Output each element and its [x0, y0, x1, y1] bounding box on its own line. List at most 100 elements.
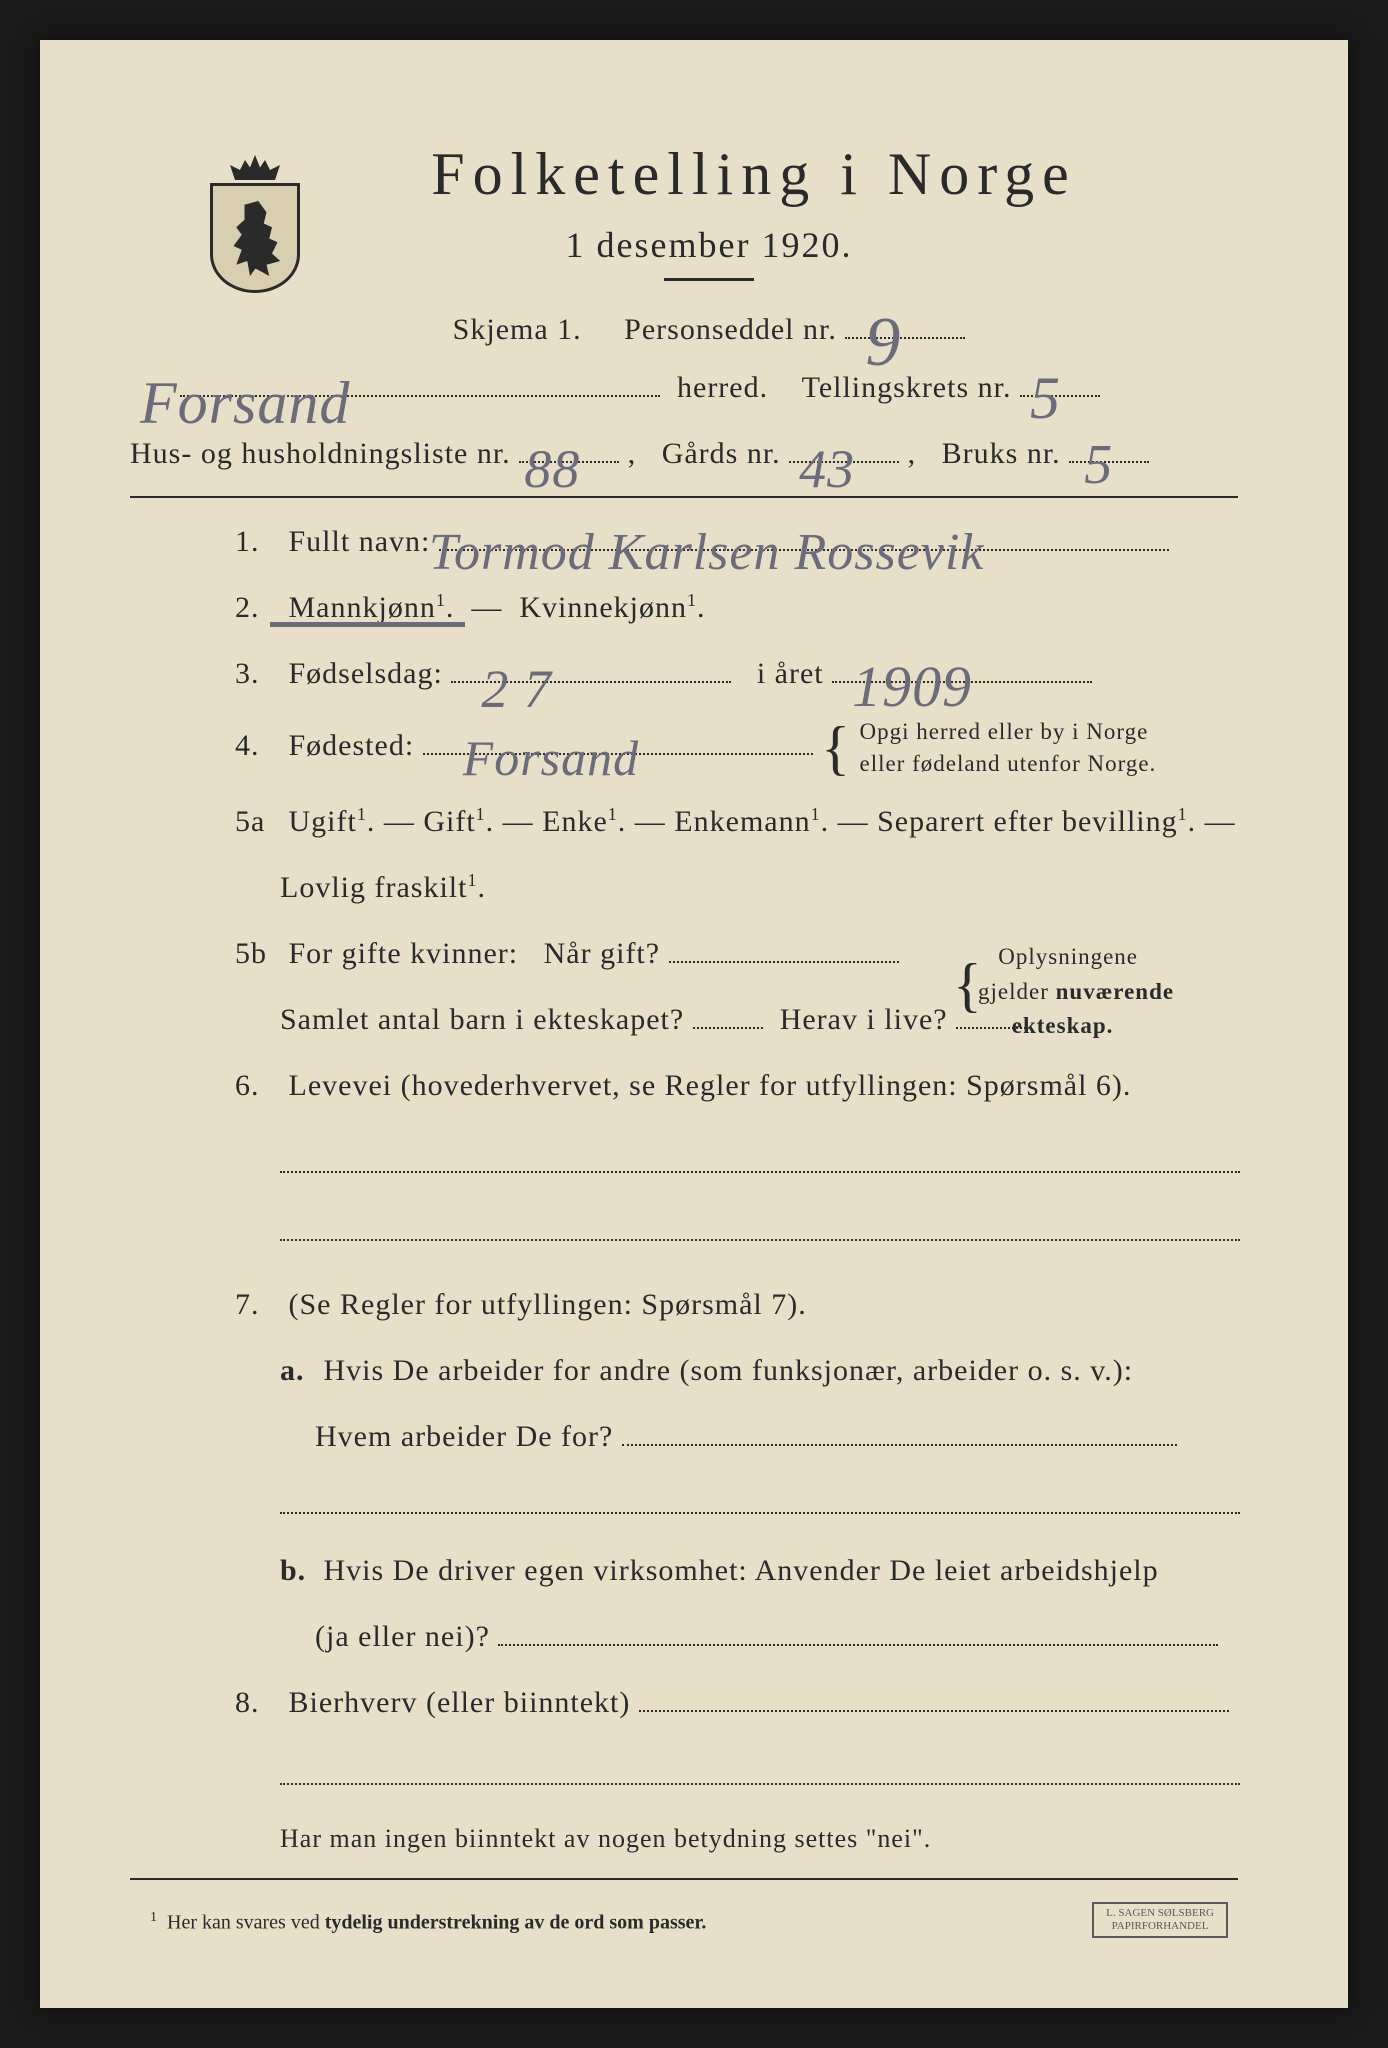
q7a-line1: a. Hvis De arbeider for andre (som funks… [180, 1347, 1238, 1395]
q3-num: 3. [235, 650, 280, 698]
q4-label: Fødested: [289, 729, 415, 762]
q6-label: Levevei (hovederhvervet, se Regler for u… [289, 1069, 1132, 1102]
crown-icon [230, 155, 280, 180]
personseddel-label: Personseddel nr. [624, 313, 837, 346]
stamp-l1: L. SAGEN SØLSBERG [1106, 1907, 1214, 1919]
coat-of-arms-icon [200, 155, 310, 305]
q8-num: 8. [235, 1679, 280, 1727]
q7a-text2: Hvem arbeider De for? [315, 1420, 613, 1453]
q8-line: 8. Bierhverv (eller biinntekt) [180, 1679, 1238, 1727]
q8-label: Bierhverv (eller biinntekt) [289, 1686, 631, 1719]
q7b-text2: (ja eller nei)? [315, 1620, 490, 1653]
q7b-text1: Hvis De driver egen virksomhet: Anvender… [324, 1554, 1159, 1587]
skjema-line: Skjema 1. Personseddel nr. 9 [180, 306, 1238, 354]
bruks-label: Bruks nr. [942, 437, 1061, 470]
husliste-label: Hus- og husholdningsliste nr. [130, 437, 511, 470]
printer-stamp: L. SAGEN SØLSBERG PAPIRFORHANDEL [1092, 1902, 1228, 1938]
q2-male: Mannkjønn [289, 591, 436, 624]
gender-underline [270, 622, 465, 627]
title-divider [664, 278, 754, 281]
q6-line: 6. Levevei (hovederhvervet, se Regler fo… [180, 1062, 1238, 1110]
herred-label: herred. [677, 371, 768, 404]
q3-mid: i året [757, 657, 824, 690]
q7-label: (Se Regler for utfyllingen: Spørsmål 7). [289, 1288, 807, 1321]
lion-icon [228, 201, 283, 276]
q2-female: Kvinnekjønn [519, 591, 687, 624]
q6-num: 6. [235, 1062, 280, 1110]
q7-line: 7. (Se Regler for utfyllingen: Spørsmål … [180, 1281, 1238, 1329]
q1-num: 1. [235, 518, 280, 566]
bottom-note-text: Har man ingen biinntekt av nogen betydni… [280, 1824, 931, 1853]
header: Folketelling i Norge 1 desember 1920. [180, 140, 1238, 281]
q7a-field2 [280, 1512, 1240, 1514]
q5b-q2: Samlet antal barn i ekteskapet? [280, 1003, 684, 1036]
q3-day-field: 2 7 [451, 681, 731, 683]
q3-year-field: 1909 [832, 681, 1092, 683]
herred-line: Forsand herred. Tellingskrets nr. 5 [180, 364, 1238, 412]
q5b-note-l1: Oplysningene [998, 944, 1138, 969]
q5a-line2: Lovlig fraskilt1. [180, 864, 1238, 912]
tellingskrets-label: Tellingskrets nr. [802, 371, 1012, 404]
section-divider-1 [130, 496, 1238, 498]
footnote-text: Her kan svares ved tydelig understreknin… [167, 1912, 706, 1934]
q6-blank2 [180, 1208, 1238, 1256]
q5b-num: 5b [235, 930, 280, 978]
gards-label: Gårds nr. [662, 437, 781, 470]
q4-note-l1: Opgi herred eller by i Norge [859, 719, 1148, 744]
q7a-text1: Hvis De arbeider for andre (som funksjon… [324, 1354, 1134, 1387]
q4-note-l2: eller fødeland utenfor Norge. [859, 751, 1156, 776]
stamp-l2: PAPIRFORHANDEL [1112, 1920, 1209, 1932]
personseddel-field: 9 [845, 337, 965, 339]
q7a-field [622, 1444, 1177, 1446]
q1-field: Tormod Karlsen Rossevik [439, 549, 1169, 551]
q7a-letter: a. [280, 1347, 315, 1395]
q1-label: Fullt navn: [289, 525, 431, 558]
q5a-opt3: Enke [542, 805, 608, 838]
q7b-line2: (ja eller nei)? [180, 1613, 1238, 1661]
q5b-q1: Når gift? [544, 937, 660, 970]
bottom-note: Har man ingen biinntekt av nogen betydni… [180, 1818, 1238, 1860]
census-form-page: Folketelling i Norge 1 desember 1920. Sk… [40, 40, 1348, 2008]
q4-note: Opgi herred eller by i Norge eller fødel… [859, 716, 1156, 780]
q7b-letter: b. [280, 1547, 315, 1595]
section-divider-2 [130, 1878, 1238, 1880]
q8-field [639, 1710, 1229, 1712]
footnote: 1 Her kan svares ved tydelig understrekn… [150, 1910, 1238, 1935]
q5a-opt6: Lovlig fraskilt [280, 871, 467, 904]
q6-field2 [280, 1239, 1240, 1241]
q2-line: 2. Mannkjønn1. — Kvinnekjønn1. [180, 584, 1238, 632]
q5a-opt5: Separert efter bevilling [877, 805, 1178, 838]
q5b-q2-field [693, 1027, 763, 1029]
q5b-line2: Samlet antal barn i ekteskapet? Herav i … [180, 996, 1238, 1044]
q3-line: 3. Fødselsdag: 2 7 i året 1909 [180, 650, 1238, 698]
q3-label: Fødselsdag: [289, 657, 443, 690]
q6-blank1 [180, 1140, 1238, 1188]
page-subtitle: 1 desember 1920. [180, 224, 1238, 266]
q4-field: Forsand [423, 753, 813, 755]
q5b-line1: 5b For gifte kvinner: Når gift? { Oplysn… [180, 930, 1238, 978]
q8-field2 [280, 1783, 1240, 1785]
husliste-value: 88 [524, 426, 580, 512]
husliste-line: Hus- og husholdningsliste nr. 88 , Gårds… [130, 430, 1238, 478]
q7a-blank [180, 1481, 1238, 1529]
q5b-q3: Herav i live? [780, 1003, 948, 1036]
bracket-icon: { [821, 733, 851, 763]
q1-line: 1. Fullt navn: Tormod Karlsen Rossevik [180, 518, 1238, 566]
herred-field: Forsand [180, 395, 660, 397]
q6-field1 [280, 1171, 1240, 1173]
tellingskrets-field: 5 [1020, 395, 1100, 397]
q7b-field [498, 1644, 1218, 1646]
skjema-label: Skjema 1. [453, 313, 582, 346]
bruks-field: 5 [1069, 461, 1149, 463]
gards-field: 43 [789, 461, 899, 463]
q8-blank [180, 1752, 1238, 1800]
q5b-q1-field [669, 961, 899, 963]
q5a-line: 5a Ugift1. — Gift1. — Enke1. — Enkemann1… [180, 798, 1238, 846]
q7b-line1: b. Hvis De driver egen virksomhet: Anven… [180, 1547, 1238, 1595]
q5a-num: 5a [235, 798, 280, 846]
q4-num: 4. [235, 722, 280, 770]
q5b-q3-field [956, 1027, 1026, 1029]
q1-value: Tormod Karlsen Rossevik [429, 511, 985, 594]
husliste-field: 88 [519, 461, 619, 463]
q4-line: 4. Fødested: Forsand { Opgi herred eller… [180, 716, 1238, 780]
